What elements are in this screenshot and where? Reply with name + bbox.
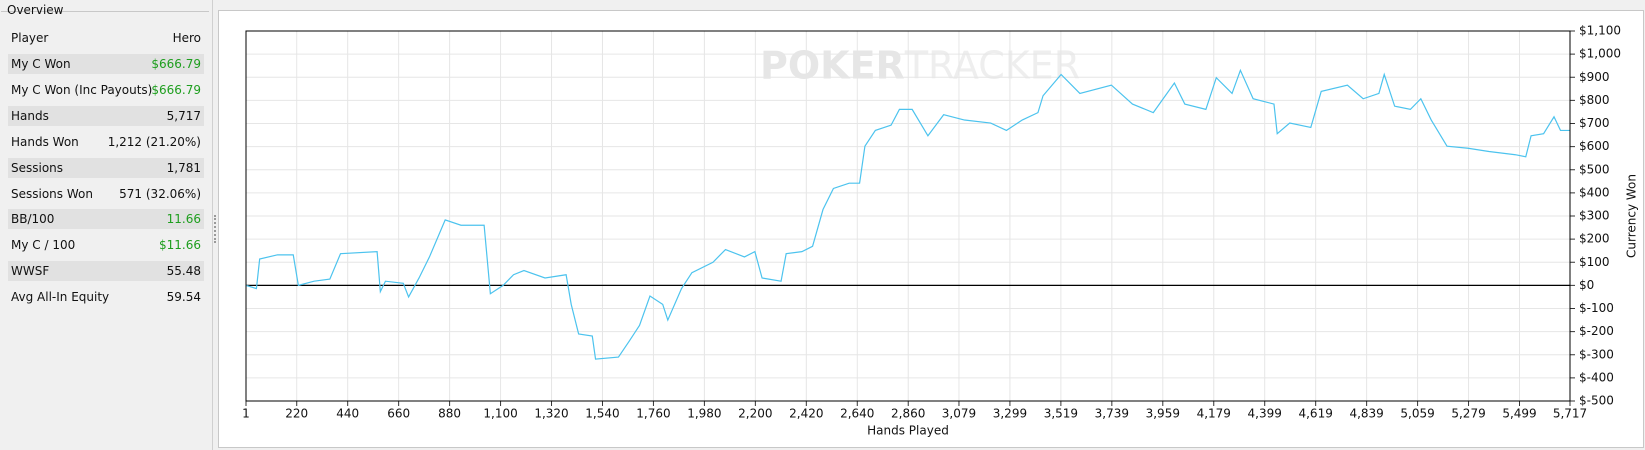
stat-label: Hands Won	[11, 134, 79, 149]
stat-row: Sessions 1,781	[8, 157, 204, 178]
stat-label: WWSF	[11, 264, 50, 279]
stat-row: Sessions Won 571 (32.06%)	[8, 184, 204, 204]
x-tick-label: 1,760	[636, 407, 670, 421]
stat-row: WWSF 55.48	[8, 261, 204, 282]
y-tick-label: $600	[1579, 139, 1610, 153]
stat-value: 571 (32.06%)	[119, 186, 201, 201]
x-tick-label: 1,980	[687, 407, 721, 421]
y-tick-label: $300	[1579, 209, 1610, 223]
x-tick-label: 3,959	[1146, 407, 1180, 421]
x-tick-label: 1,100	[483, 407, 517, 421]
y-tick-label: $1,000	[1579, 47, 1621, 61]
x-tick-label: 220	[285, 407, 308, 421]
panel-frame	[1, 11, 209, 450]
x-tick-label: 880	[438, 407, 461, 421]
y-tick-label: $-300	[1579, 347, 1614, 361]
header-cell: Player	[11, 31, 49, 45]
x-tick-label: 2,640	[840, 407, 874, 421]
stat-value: $666.79	[151, 82, 201, 97]
y-tick-label: $100	[1579, 255, 1610, 269]
y-tick-label: $400	[1579, 185, 1610, 199]
stat-label: Avg All-In Equity	[11, 290, 110, 305]
splitter-grip[interactable]	[214, 215, 218, 243]
y-tick-label: $0	[1579, 278, 1594, 292]
x-tick-label: 660	[387, 407, 410, 421]
x-tick-label: 4,399	[1248, 407, 1282, 421]
x-tick-label: 1,320	[534, 407, 568, 421]
splitter[interactable]	[212, 0, 213, 450]
stat-label: Hands	[11, 108, 49, 123]
watermark: POKER	[760, 44, 905, 88]
stat-value: 11.66	[166, 212, 201, 227]
x-tick-label: 3,519	[1044, 407, 1078, 421]
x-tick-label: 3,739	[1095, 407, 1129, 421]
stat-value: 1,781	[166, 160, 201, 175]
x-tick-label: 2,860	[891, 407, 925, 421]
y-tick-label: $900	[1579, 70, 1610, 84]
y-tick-label: $800	[1579, 93, 1610, 107]
stat-value: 55.48	[166, 264, 201, 279]
stat-label: My C / 100	[11, 238, 76, 253]
x-tick-label: 1	[242, 407, 250, 421]
y-tick-label: $-400	[1579, 370, 1614, 384]
x-tick-label: 3,079	[942, 407, 976, 421]
x-tick-label: 2,420	[789, 407, 823, 421]
overview-panel: Overview Player Hero My C Won $666.79 My C…	[0, 0, 210, 450]
stat-label: My C Won (Inc Payouts)	[11, 82, 153, 97]
profit-line	[245, 68, 1570, 360]
x-tick-label: 4,839	[1349, 407, 1383, 421]
x-tick-label: 2,200	[738, 407, 772, 421]
watermark: TRACKER	[904, 44, 1080, 88]
y-tick-label: $-200	[1579, 324, 1614, 338]
stat-label: Sessions	[11, 160, 64, 175]
y-tick-label: $500	[1579, 162, 1610, 176]
header-row: Player Hero	[8, 28, 204, 48]
plot-border	[245, 30, 1571, 402]
x-tick-label: 5,279	[1451, 407, 1485, 421]
y-tick-label: $1,100	[1579, 24, 1621, 38]
stat-row: Hands 5,717	[8, 105, 204, 126]
y-tick-label: $-100	[1579, 301, 1614, 315]
x-axis-label: Hands Played	[867, 424, 949, 438]
stat-row: My C / 100 $11.66	[8, 235, 204, 255]
stat-value: $11.66	[159, 238, 201, 253]
stat-row: Hands Won 1,212 (21.20%)	[8, 132, 204, 152]
x-tick-label: 5,059	[1400, 407, 1434, 421]
x-tick-label: 4,179	[1197, 407, 1231, 421]
y-tick-label: $-500	[1579, 394, 1614, 408]
x-tick-label: 3,299	[993, 407, 1027, 421]
x-tick-label: 4,619	[1298, 407, 1332, 421]
stat-label: BB/100	[11, 212, 55, 227]
y-tick-label: $700	[1579, 116, 1610, 130]
stat-value: 5,717	[166, 108, 201, 123]
stat-value: 1,212 (21.20%)	[107, 134, 201, 149]
x-tick-label: 440	[336, 407, 359, 421]
stat-label: Sessions Won	[11, 186, 93, 201]
stat-value: 59.54	[166, 290, 201, 305]
y-axis-label: Currency Won	[1625, 174, 1639, 258]
stat-value: $666.79	[151, 57, 201, 71]
panel-title: Overview	[7, 3, 64, 17]
header-cell: Hero	[172, 31, 201, 45]
stat-row: My C Won $666.79	[8, 54, 204, 74]
stat-row: My C Won (Inc Payouts) $666.79	[8, 80, 204, 100]
stat-row: Avg All-In Equity 59.54	[8, 287, 204, 307]
stat-label: My C Won	[11, 57, 71, 71]
stat-row: BB/100 11.66	[8, 209, 204, 230]
y-tick-label: $200	[1579, 232, 1610, 246]
x-tick-label: 5,499	[1502, 407, 1536, 421]
x-tick-label: 1,540	[585, 407, 619, 421]
x-tick-label: 5,717	[1553, 407, 1587, 421]
